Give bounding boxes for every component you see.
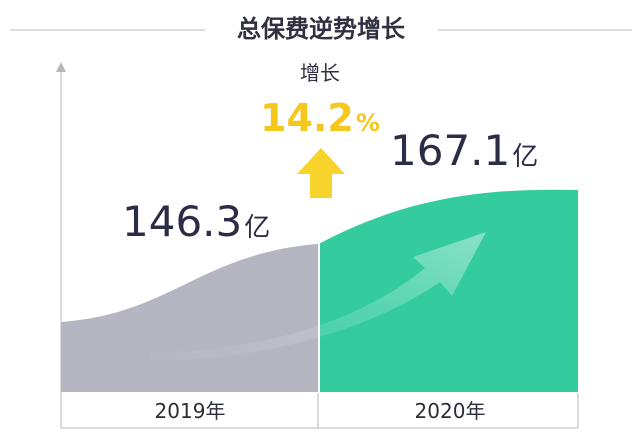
growth-value-number: 14.2 (260, 96, 354, 140)
up-arrow-icon (297, 148, 345, 198)
growth-value-unit: % (356, 109, 380, 137)
data-label-2020-unit: 亿 (512, 142, 538, 172)
growth-label: 增长 (300, 61, 340, 85)
y-axis-arrow-icon (56, 62, 66, 72)
data-label-2019: 146.3亿 (122, 197, 270, 246)
growth-value: 14.2% (260, 96, 380, 140)
x-tick-label-2019: 2019年 (155, 399, 226, 423)
x-tick-label-2020: 2020年 (415, 399, 486, 423)
data-label-2019-unit: 亿 (244, 213, 270, 243)
curved-arrow-icon (150, 232, 486, 361)
data-label-2019-value: 146.3 (122, 197, 242, 246)
data-label-2020: 167.1亿 (390, 126, 538, 175)
area-2019 (61, 243, 319, 392)
chart-title: 总保费逆势增长 (237, 15, 406, 43)
data-label-2020-value: 167.1 (390, 126, 510, 175)
